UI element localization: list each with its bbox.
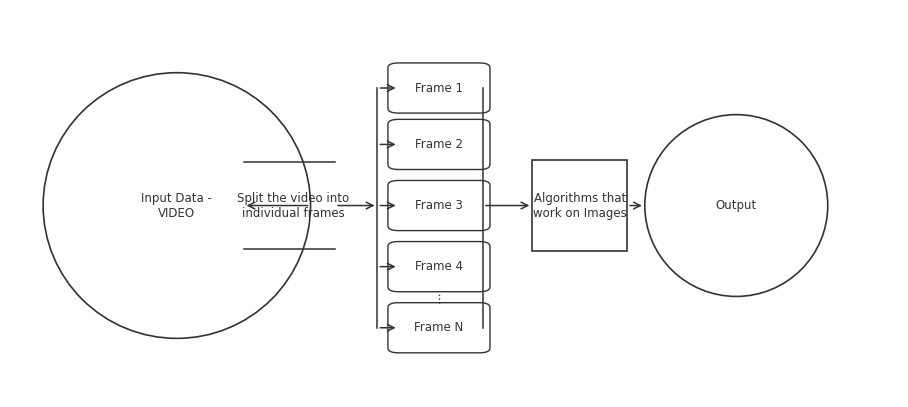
Text: Split the video into
individual frames: Split the video into individual frames	[237, 192, 349, 219]
Text: Frame 2: Frame 2	[415, 138, 463, 151]
Text: Frame 3: Frame 3	[415, 199, 463, 212]
Text: Input Data -
VIDEO: Input Data - VIDEO	[142, 192, 212, 219]
Text: Algorithms that
work on Images: Algorithms that work on Images	[533, 192, 627, 219]
Text: Frame 1: Frame 1	[415, 81, 463, 94]
Text: Output: Output	[716, 199, 757, 212]
Text: Frame N: Frame N	[414, 321, 464, 334]
Bar	[532, 160, 627, 251]
Text: Frame 4: Frame 4	[415, 260, 463, 273]
